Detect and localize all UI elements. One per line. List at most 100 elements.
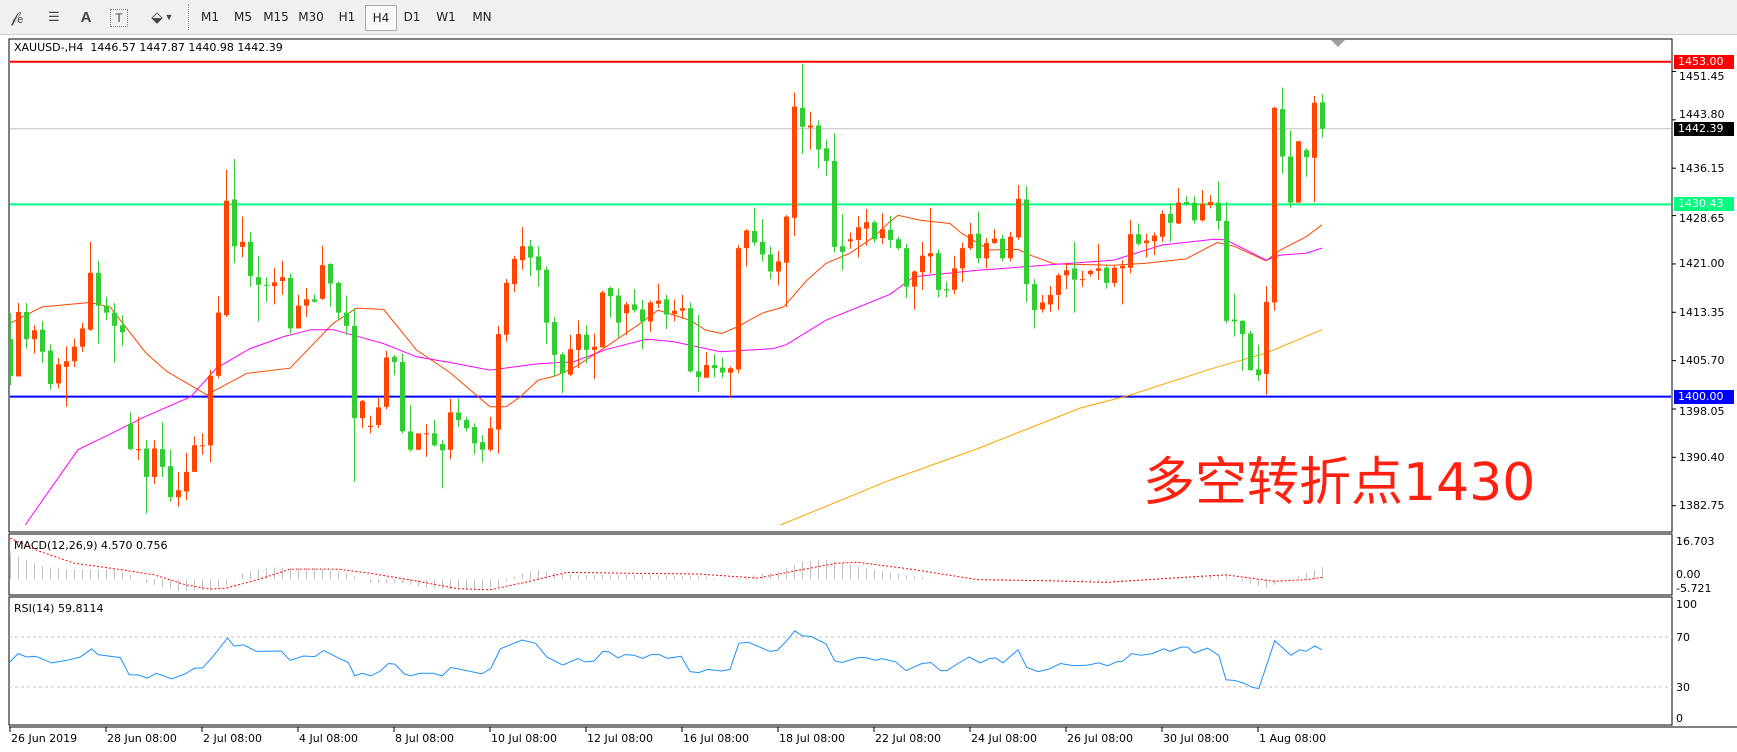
candle-body bbox=[680, 308, 685, 311]
candle bbox=[792, 92, 797, 237]
candle-body bbox=[544, 269, 549, 323]
candle-body bbox=[376, 407, 381, 426]
candle bbox=[1136, 223, 1141, 246]
timeframe-m1[interactable]: M1 bbox=[201, 10, 219, 24]
candle bbox=[120, 315, 125, 347]
text-icon[interactable]: A bbox=[80, 8, 92, 26]
candle-body bbox=[600, 292, 605, 348]
timeframe-w1[interactable]: W1 bbox=[436, 10, 456, 24]
candle-body bbox=[200, 445, 205, 447]
candle-body bbox=[392, 356, 397, 362]
price-tick-label: 1421.00 bbox=[1679, 257, 1725, 271]
candle bbox=[344, 295, 349, 335]
candle bbox=[216, 296, 221, 379]
candle bbox=[256, 255, 261, 322]
timeframe-mn[interactable]: MN bbox=[472, 10, 492, 24]
candle bbox=[1184, 196, 1189, 206]
candle bbox=[96, 260, 101, 344]
candle-body bbox=[352, 325, 357, 419]
candle bbox=[1088, 269, 1093, 277]
timeframe-m15[interactable]: M15 bbox=[263, 10, 289, 24]
annotation-text: 多空转折点1430 bbox=[1143, 453, 1536, 513]
periods-separator-icon[interactable]: ☰ bbox=[48, 9, 60, 24]
candle-body bbox=[832, 160, 837, 247]
candle bbox=[1200, 189, 1205, 222]
candle-body bbox=[696, 371, 701, 378]
candle-body bbox=[1264, 301, 1269, 374]
candle bbox=[1208, 195, 1213, 209]
candle bbox=[1256, 344, 1261, 381]
candle-body bbox=[1208, 202, 1213, 206]
candle bbox=[568, 334, 573, 377]
candle-body bbox=[208, 375, 213, 446]
candle bbox=[536, 246, 541, 287]
candle-body bbox=[216, 312, 221, 376]
candle-body bbox=[152, 448, 157, 477]
candle-body bbox=[120, 325, 125, 333]
candle-body bbox=[40, 329, 45, 352]
candle bbox=[1120, 260, 1125, 305]
candle bbox=[424, 423, 429, 457]
candle bbox=[144, 440, 149, 514]
timeframe-h4[interactable]: H4 bbox=[365, 5, 397, 31]
candle-body bbox=[816, 125, 821, 150]
candle-body bbox=[400, 361, 405, 432]
candle-body bbox=[616, 295, 621, 323]
candle-body bbox=[1296, 141, 1301, 203]
candle bbox=[112, 303, 117, 363]
candle bbox=[160, 421, 165, 477]
candle bbox=[320, 245, 325, 300]
candle-body bbox=[1216, 202, 1221, 221]
timeframe-m30[interactable]: M30 bbox=[298, 10, 324, 24]
candle bbox=[392, 354, 397, 376]
candle-body bbox=[808, 125, 813, 128]
candle bbox=[936, 249, 941, 298]
candle-body bbox=[496, 334, 501, 430]
main-panel-frame bbox=[8, 38, 1673, 533]
time-tick-label: 2 Jul 08:00 bbox=[203, 732, 262, 745]
price-level-label: 1453.00 bbox=[1674, 54, 1734, 69]
candle-body bbox=[904, 248, 909, 287]
candle bbox=[920, 241, 925, 290]
candle bbox=[208, 370, 213, 463]
candle bbox=[736, 244, 741, 374]
time-tick-label: 8 Jul 08:00 bbox=[395, 732, 454, 745]
time-tick-label: 28 Jun 08:00 bbox=[107, 732, 177, 745]
candle-body bbox=[1008, 236, 1013, 259]
candle bbox=[1032, 279, 1037, 329]
candle bbox=[992, 229, 997, 244]
candle-body bbox=[576, 334, 581, 350]
candle bbox=[720, 357, 725, 378]
candle bbox=[688, 302, 693, 373]
indicators-icon[interactable]: 𝒻ₑ bbox=[10, 8, 24, 26]
timeframe-m5[interactable]: M5 bbox=[234, 10, 252, 24]
candle-body bbox=[1224, 220, 1229, 321]
chevron-down-icon[interactable]: ▼ bbox=[164, 12, 174, 22]
candle bbox=[1096, 243, 1101, 280]
candle bbox=[728, 366, 733, 398]
candle-body bbox=[104, 305, 109, 313]
candle bbox=[1024, 186, 1029, 302]
timeframe-h1[interactable]: H1 bbox=[338, 10, 356, 24]
candle bbox=[1040, 294, 1045, 313]
candle bbox=[672, 299, 677, 322]
chart-ohlc: 1446.57 1447.87 1440.98 1442.39 bbox=[90, 41, 283, 54]
candle bbox=[696, 315, 701, 393]
candle bbox=[1160, 210, 1165, 242]
text-label-icon[interactable]: T bbox=[110, 9, 128, 27]
candle-body bbox=[1136, 234, 1141, 244]
candle bbox=[368, 415, 373, 434]
candle-body bbox=[176, 490, 181, 498]
candle bbox=[1152, 232, 1157, 256]
candle-body bbox=[480, 442, 485, 450]
timeframe-d1[interactable]: D1 bbox=[403, 10, 421, 24]
candle-body bbox=[528, 246, 533, 258]
arrows-icon[interactable]: ⬙ bbox=[151, 9, 163, 26]
candle-body bbox=[920, 255, 925, 273]
candle bbox=[32, 325, 37, 354]
candle-body bbox=[848, 239, 853, 242]
candle-body bbox=[760, 241, 765, 255]
rsi-tick-label: 30 bbox=[1676, 680, 1690, 694]
moving-average-ma_fast bbox=[10, 214, 1323, 408]
